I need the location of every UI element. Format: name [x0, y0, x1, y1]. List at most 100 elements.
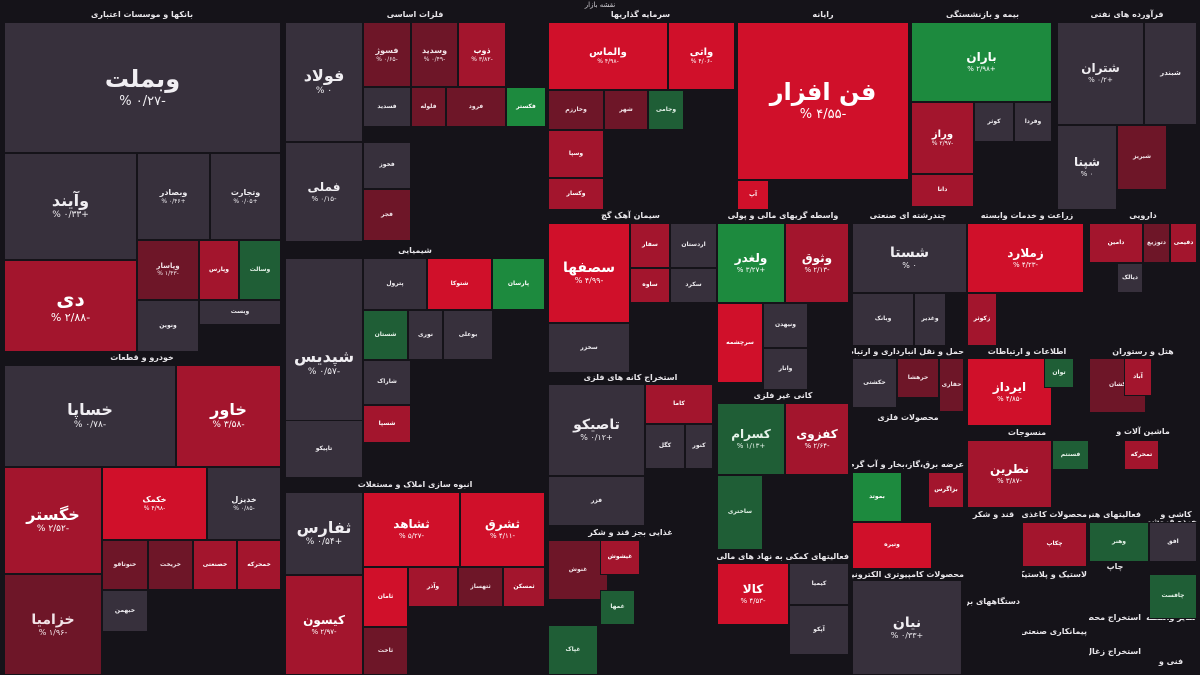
- stock-tile[interactable]: نیان +۰/۳۳ %: [852, 580, 962, 675]
- stock-tile[interactable]: چکاپ: [1022, 522, 1087, 567]
- stock-tile[interactable]: دفیمی: [1170, 223, 1197, 263]
- stock-tile[interactable]: نوری: [408, 310, 443, 360]
- stock-tile[interactable]: سخزر: [548, 323, 630, 373]
- stock-tile[interactable]: وبملت -۰/۲۷ %: [4, 22, 281, 153]
- stock-tile[interactable]: فزر: [548, 476, 645, 526]
- stock-tile[interactable]: وهنر: [1089, 522, 1149, 562]
- stock-tile[interactable]: وخارزم: [548, 90, 604, 130]
- stock-tile[interactable]: وبصادر +۰/۴۶ %: [137, 153, 210, 240]
- stock-tile[interactable]: ثتهساز: [458, 567, 503, 607]
- stock-tile[interactable]: کالا -۴/۵۳ %: [717, 563, 789, 625]
- stock-tile[interactable]: دی -۲/۸۸ %: [4, 260, 137, 352]
- stock-tile[interactable]: ثاخت: [363, 627, 408, 675]
- stock-tile[interactable]: وپاسار -۱/۴۳ %: [137, 240, 199, 300]
- stock-tile[interactable]: شستان: [363, 310, 408, 360]
- stock-tile[interactable]: پارسان: [492, 258, 545, 310]
- stock-tile[interactable]: دتوزیع: [1143, 223, 1170, 263]
- stock-tile[interactable]: کگل: [645, 424, 685, 469]
- stock-tile[interactable]: خریخت: [148, 540, 193, 590]
- stock-tile[interactable]: خدیزل -۰/۸۵ %: [207, 467, 281, 540]
- stock-tile[interactable]: وتجارت +۰/۰۵ %: [210, 153, 281, 240]
- stock-tile[interactable]: زکوثر: [967, 293, 997, 346]
- stock-tile[interactable]: وسدید -۰/۴۹ %: [411, 22, 458, 87]
- stock-tile[interactable]: فجر: [363, 189, 411, 241]
- stock-tile[interactable]: توان: [1044, 358, 1074, 388]
- stock-tile[interactable]: وکسار: [548, 178, 604, 210]
- stock-tile[interactable]: سرچشمه: [717, 303, 763, 383]
- stock-tile[interactable]: کاما: [645, 384, 713, 424]
- stock-tile[interactable]: وفردا: [1014, 102, 1052, 142]
- stock-tile[interactable]: شپنا ۰ %: [1057, 125, 1117, 210]
- stock-tile[interactable]: ولغدر +۳/۲۷ %: [717, 223, 785, 303]
- stock-tile[interactable]: تمحرکه: [1124, 440, 1159, 470]
- stock-tile[interactable]: شتوکا: [427, 258, 492, 310]
- stock-tile[interactable]: دیالک: [1117, 263, 1143, 293]
- stock-tile[interactable]: وآیند +۰/۳۳ %: [4, 153, 137, 260]
- stock-tile[interactable]: ایرداز -۴/۸۵ %: [967, 358, 1052, 426]
- stock-tile[interactable]: وثوق -۲/۱۳ %: [785, 223, 849, 303]
- stock-tile[interactable]: سصفها -۴/۹۹ %: [548, 223, 630, 323]
- stock-tile[interactable]: کوثر: [974, 102, 1014, 142]
- stock-tile[interactable]: خزامیا -۱/۹۶ %: [4, 574, 102, 675]
- stock-tile[interactable]: حکشتی: [852, 358, 897, 408]
- stock-tile[interactable]: تاصیکو +۰/۱۲ %: [548, 384, 645, 476]
- stock-tile[interactable]: پترول: [363, 258, 427, 310]
- stock-tile[interactable]: ثشاهد -۵/۲۷ %: [363, 492, 460, 567]
- stock-tile[interactable]: خکمک -۴/۹۸ %: [102, 467, 207, 540]
- stock-tile[interactable]: خبهمن: [102, 590, 148, 632]
- stock-tile[interactable]: خگستر -۲/۵۲ %: [4, 467, 102, 574]
- stock-tile[interactable]: فخوز: [363, 142, 411, 189]
- stock-tile[interactable]: والماس -۴/۹۸ %: [548, 22, 668, 90]
- stock-tile[interactable]: فن افزار -۴/۵۵ %: [737, 22, 909, 180]
- stock-tile[interactable]: فملی -۰/۱۵ %: [285, 142, 363, 242]
- stock-tile[interactable]: خساپا -۰/۷۸ %: [4, 365, 176, 467]
- stock-tile[interactable]: کفزوی -۲/۶۴ %: [785, 403, 849, 475]
- stock-tile[interactable]: شسپا: [363, 405, 411, 443]
- stock-tile[interactable]: تاپیکو: [285, 420, 363, 478]
- stock-tile[interactable]: آپ: [737, 180, 769, 210]
- stock-tile[interactable]: حرهشا: [897, 358, 939, 398]
- stock-tile[interactable]: شهر: [604, 90, 648, 130]
- stock-tile[interactable]: فسدید: [363, 87, 411, 127]
- stock-tile[interactable]: ونیهدن: [763, 303, 808, 348]
- stock-tile[interactable]: فلوله: [411, 87, 446, 127]
- stock-tile[interactable]: کسرام +۱/۱۳ %: [717, 403, 785, 475]
- stock-tile[interactable]: حفاری: [939, 358, 964, 412]
- stock-tile[interactable]: اردستان: [670, 223, 717, 268]
- stock-tile[interactable]: غپاک: [548, 625, 598, 675]
- stock-tile[interactable]: شبریز: [1117, 125, 1167, 190]
- stock-tile[interactable]: سفار: [630, 223, 670, 268]
- stock-tile[interactable]: غمها: [600, 590, 635, 625]
- stock-tile[interactable]: بزاگرس: [928, 472, 964, 508]
- stock-tile[interactable]: شاراک: [363, 360, 411, 405]
- stock-tile[interactable]: کنور: [685, 424, 713, 469]
- stock-tile[interactable]: غیشوش: [600, 540, 640, 575]
- stock-tile[interactable]: کیمیا: [789, 563, 849, 605]
- stock-tile[interactable]: دانا: [911, 174, 974, 207]
- stock-tile[interactable]: چافست: [1149, 574, 1197, 619]
- stock-tile[interactable]: خنوتاقو: [102, 540, 148, 590]
- stock-tile[interactable]: ونوین: [137, 300, 199, 352]
- stock-tile[interactable]: شستا ۰ %: [852, 223, 967, 293]
- stock-tile[interactable]: غنوش: [548, 540, 608, 600]
- stock-tile[interactable]: خمحرکه: [237, 540, 281, 590]
- stock-tile[interactable]: بوعلی: [443, 310, 493, 360]
- stock-tile[interactable]: وجامی: [648, 90, 684, 130]
- stock-tile[interactable]: ثامان: [363, 567, 408, 627]
- stock-tile[interactable]: وبانک: [852, 293, 914, 346]
- stock-tile[interactable]: وآذر: [408, 567, 458, 607]
- stock-tile[interactable]: شتران +۰/۲ %: [1057, 22, 1144, 125]
- stock-tile[interactable]: آپکو: [789, 605, 849, 655]
- stock-tile[interactable]: کیسون -۲/۹۷ %: [285, 575, 363, 675]
- stock-tile[interactable]: خصنعتی: [193, 540, 237, 590]
- stock-tile[interactable]: ساختری: [717, 475, 763, 550]
- stock-tile[interactable]: نطرین -۳/۸۷ %: [967, 440, 1052, 508]
- stock-tile[interactable]: ثفارس +۰/۵۴ %: [285, 492, 363, 575]
- stock-tile[interactable]: وبست: [199, 300, 281, 325]
- stock-tile[interactable]: فکستر: [506, 87, 546, 127]
- stock-tile[interactable]: دامین: [1089, 223, 1143, 263]
- stock-tile[interactable]: زملارد -۴/۲۳ %: [967, 223, 1084, 293]
- stock-tile[interactable]: آباد: [1124, 358, 1152, 396]
- stock-tile[interactable]: فسنتم: [1052, 440, 1089, 470]
- stock-tile[interactable]: ثمسکن: [503, 567, 545, 607]
